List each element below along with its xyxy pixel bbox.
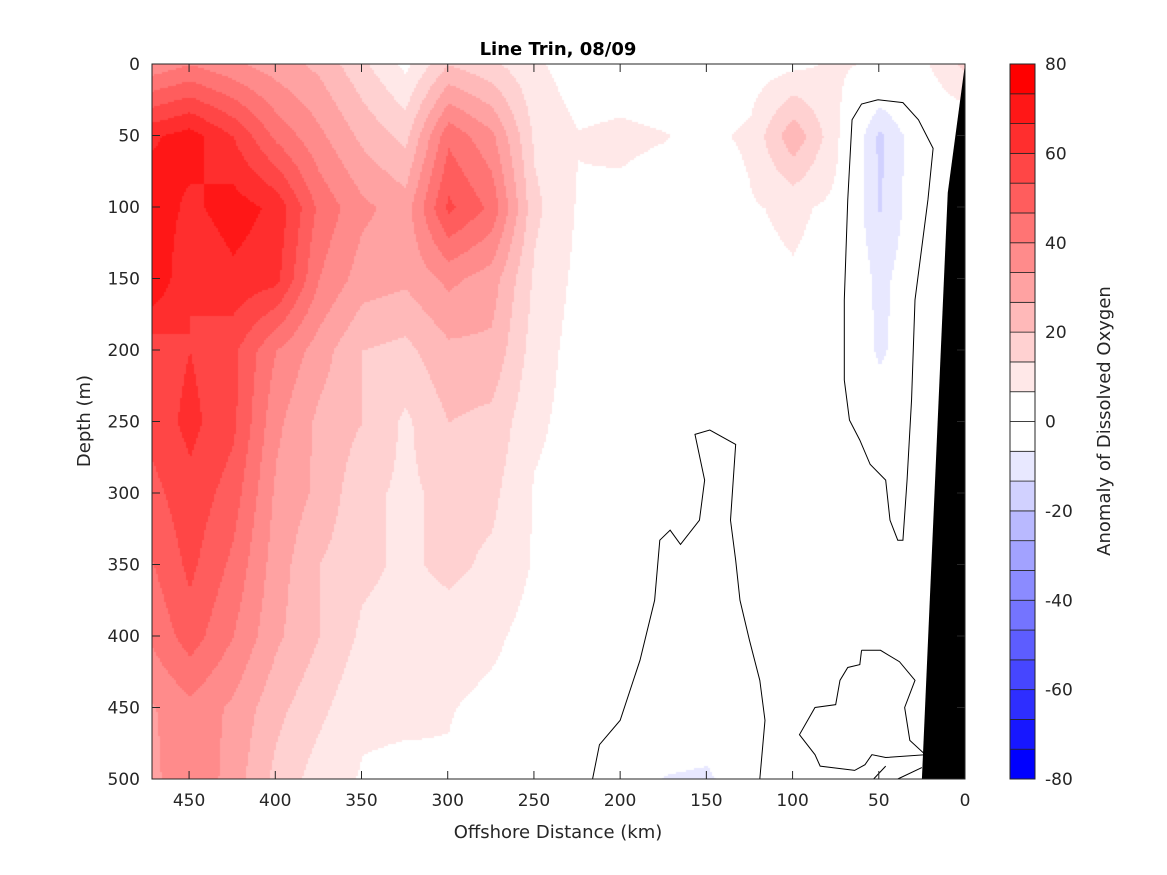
zero-contour-line (873, 765, 887, 780)
colorbar-label: Anomaly of Dissolved Oxygen (1094, 286, 1115, 556)
x-tick-label: 50 (868, 791, 890, 811)
colorbar-bin (1009, 152, 1036, 184)
x-tick-labels: 450 400 350 300 250 200 150 100 50 0 (173, 791, 971, 811)
y-tick-label: 300 (108, 484, 140, 504)
x-tick-label: 150 (690, 791, 722, 811)
colorbar-bin (1009, 331, 1036, 363)
x-tick-label: 450 (173, 791, 205, 811)
y-tick-label: 350 (108, 556, 140, 576)
colorbar-bin (1009, 570, 1036, 601)
colorbar-tick-label: -20 (1045, 502, 1073, 522)
y-tick-labels: 0 50 100 150 200 250 300 350 400 450 500 (108, 55, 140, 790)
x-tick-label: 100 (776, 791, 808, 811)
colorbar-bin (1009, 659, 1036, 691)
colorbar-tick-label: 80 (1045, 55, 1067, 75)
colorbar-bin (1009, 242, 1036, 273)
x-tick-label: 400 (259, 791, 291, 811)
colorbar-bin (1009, 421, 1036, 452)
colorbar-tick-labels: 80 60 40 20 0 -20 -40 -60 -80 (1045, 55, 1073, 790)
y-tick-label: 500 (108, 770, 140, 790)
x-tick-label: 300 (431, 791, 463, 811)
colorbar-tick-label: 20 (1045, 323, 1067, 343)
plot-frame (151, 63, 966, 780)
filled-contour-field (152, 64, 965, 779)
y-tick-label: 150 (108, 270, 140, 290)
colorbar-bin (1009, 689, 1036, 720)
colorbar-bin (1009, 93, 1036, 124)
bathymetry-mask (921, 64, 965, 779)
x-tick-label: 250 (518, 791, 550, 811)
colorbar-tick-label: -80 (1045, 770, 1073, 790)
zero-contour-line (798, 649, 927, 771)
colorbar-bin (1009, 510, 1036, 542)
colorbar-bin (1009, 301, 1036, 333)
colorbar-bin (1009, 361, 1036, 393)
axis-ticks (152, 63, 966, 780)
colorbar-bin (1009, 450, 1036, 482)
colorbar-bin (1009, 599, 1036, 631)
y-axis-label: Depth (m) (74, 375, 95, 467)
colorbar-bin (1009, 182, 1036, 214)
colorbar-tick-label: 40 (1045, 234, 1067, 254)
y-tick-label: 450 (108, 699, 140, 719)
zero-contour-lines (592, 99, 934, 780)
colorbar-bin (1009, 63, 1036, 95)
zero-contour-line (843, 99, 934, 541)
colorbar-bin (1009, 540, 1036, 571)
y-tick-label: 0 (129, 55, 140, 75)
x-tick-label: 200 (604, 791, 636, 811)
y-tick-label: 200 (108, 341, 140, 361)
chart-title: Line Trin, 08/09 (480, 39, 637, 60)
zero-contour-line (592, 429, 766, 780)
y-tick-label: 400 (108, 627, 140, 647)
colorbar-bin (1009, 748, 1036, 780)
x-tick-label: 0 (960, 791, 971, 811)
colorbar-tick-label: 60 (1045, 144, 1067, 164)
colorbar-bin (1009, 480, 1036, 512)
colorbar-tick-label: -60 (1045, 681, 1073, 701)
colorbar-bin (1009, 719, 1036, 750)
colorbar-bin (1009, 391, 1036, 422)
colorbar (1009, 63, 1036, 780)
y-tick-label: 250 (108, 413, 140, 433)
colorbar-frame (1009, 63, 1036, 780)
x-tick-label: 350 (345, 791, 377, 811)
y-tick-label: 50 (118, 127, 140, 147)
colorbar-tick-label: 0 (1045, 413, 1056, 433)
colorbar-bin (1009, 272, 1036, 303)
x-axis-label: Offshore Distance (km) (454, 822, 663, 843)
colorbar-bin (1009, 123, 1036, 154)
zero-contour-line (897, 767, 923, 780)
colorbar-tick-label: -40 (1045, 591, 1073, 611)
colorbar-bin (1009, 629, 1036, 661)
colorbar-bin (1009, 212, 1036, 244)
y-tick-label: 100 (108, 198, 140, 218)
